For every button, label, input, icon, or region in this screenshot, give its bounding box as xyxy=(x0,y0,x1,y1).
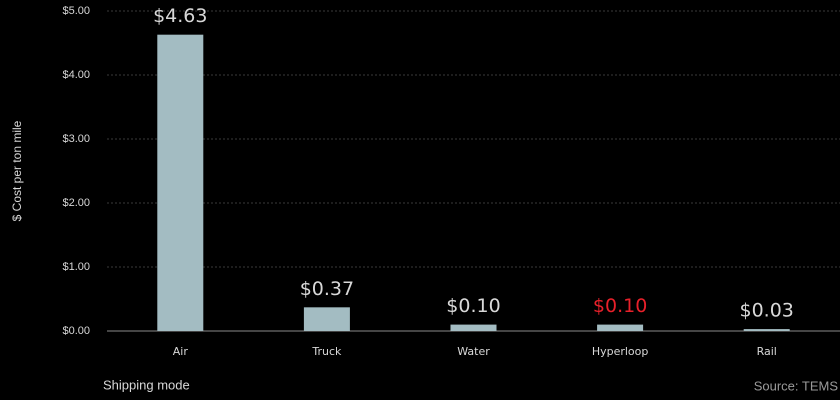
x-axis-label: Shipping mode xyxy=(103,377,190,392)
y-tick-label: $1.00 xyxy=(62,261,90,273)
y-tick-label: $2.00 xyxy=(62,197,90,209)
data-label: $0.37 xyxy=(300,278,354,300)
data-label: $0.10 xyxy=(593,295,647,317)
x-tick-label: Water xyxy=(457,345,490,358)
x-tick-label: Hyperloop xyxy=(592,345,649,358)
x-tick-label: Rail xyxy=(757,345,777,358)
data-label: $0.03 xyxy=(739,300,793,322)
source: Source: TEMS xyxy=(754,378,839,393)
data-label: $0.10 xyxy=(446,295,500,317)
y-tick-label: $5.00 xyxy=(62,5,90,17)
x-tick-label: Air xyxy=(173,345,189,358)
x-tick-label: Truck xyxy=(311,345,342,358)
bar xyxy=(743,329,790,331)
y-tick-label: $0.00 xyxy=(62,325,90,337)
y-axis-label: $ Cost per ton mile xyxy=(10,120,24,221)
bar xyxy=(597,324,644,331)
y-tick-label: $4.00 xyxy=(62,69,90,81)
bar xyxy=(303,307,350,331)
data-label: $4.63 xyxy=(153,5,207,27)
y-tick-label: $3.00 xyxy=(62,133,90,145)
bar xyxy=(157,34,204,332)
bar xyxy=(450,324,497,331)
